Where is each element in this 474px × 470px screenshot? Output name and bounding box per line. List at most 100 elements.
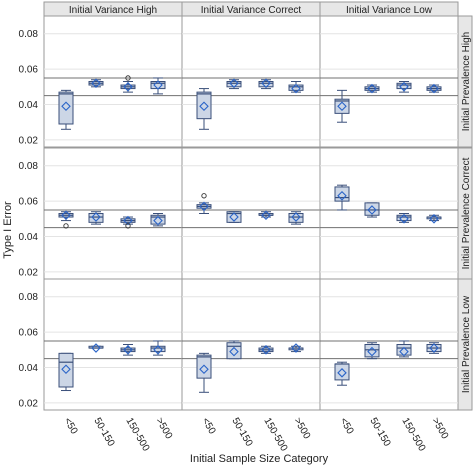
outlier-point [125, 223, 131, 229]
box [226, 211, 242, 223]
y-tick-label: 0.08 [19, 29, 39, 40]
box [58, 352, 74, 388]
x-axis-title: Initial Sample Size Category [190, 453, 329, 465]
mean-marker [337, 101, 347, 112]
mean-marker [153, 80, 163, 90]
facet-panel [181, 15, 321, 148]
mean-marker [367, 83, 377, 94]
panel-frame [181, 278, 321, 411]
box [364, 202, 380, 216]
mean-marker [337, 368, 347, 378]
x-tick-label: >500 [153, 416, 174, 441]
mean-marker [123, 345, 133, 355]
box [288, 84, 304, 91]
x-tick-label: 150-500 [123, 416, 151, 454]
mean-marker [229, 212, 239, 222]
mean-marker [261, 210, 271, 221]
mean-marker [367, 346, 377, 357]
box [258, 81, 274, 88]
mean-marker [123, 82, 133, 92]
x-tick-label: 150-500 [399, 416, 427, 454]
mean-marker [91, 212, 101, 222]
outlier-point [63, 223, 69, 229]
box [396, 214, 412, 222]
y-tick-label: 0.06 [19, 328, 39, 339]
row-strip-label: Initial Prevalence Correct [461, 157, 472, 269]
x-tick-label: 50-150 [367, 416, 392, 449]
box [396, 344, 412, 356]
mean-marker [123, 215, 133, 226]
mean-marker [61, 210, 71, 221]
mean-marker [61, 101, 71, 112]
y-tick-label: 0.08 [19, 161, 39, 172]
box [396, 82, 412, 90]
box [58, 91, 74, 125]
column-strip-label: Initial Variance Correct [201, 5, 302, 16]
box [150, 345, 166, 353]
mean-marker [399, 346, 409, 357]
facet-panel [319, 278, 459, 411]
facet-panel [181, 278, 321, 411]
mean-marker [261, 345, 271, 355]
row-strip-label: Initial Prevalence Low [461, 295, 472, 393]
panel-frame [319, 15, 459, 148]
x-tick-label: >500 [429, 416, 450, 441]
mean-marker [337, 191, 347, 201]
mean-marker [61, 364, 71, 375]
outlier-point [125, 75, 131, 81]
y-tick-label: 0.04 [19, 100, 39, 111]
y-tick-label: 0.02 [19, 267, 39, 278]
y-tick-label: 0.06 [19, 65, 39, 76]
mean-marker [229, 346, 239, 357]
mean-marker [429, 343, 439, 353]
box [196, 354, 212, 379]
facet-panel [43, 15, 183, 148]
row-strip-label: Initial Prevalence High [461, 32, 472, 132]
facet-panel [319, 15, 459, 148]
mean-marker [291, 212, 301, 222]
mean-marker [367, 205, 377, 215]
y-tick-label: 0.02 [19, 398, 39, 409]
x-tick-label: 50-150 [229, 416, 254, 449]
facet-panel [43, 147, 183, 280]
mean-marker [199, 201, 209, 212]
column-strip-label: Initial Variance High [69, 5, 157, 16]
box [150, 81, 166, 90]
box [364, 344, 380, 358]
mean-marker [91, 343, 101, 353]
mean-marker [291, 343, 301, 353]
mean-marker [153, 345, 163, 355]
x-tick-label: 50-150 [91, 416, 116, 449]
facet-panel [319, 147, 459, 280]
box [334, 186, 350, 202]
mean-marker [429, 83, 439, 94]
mean-marker [429, 214, 439, 224]
x-tick-label: 150-500 [261, 416, 289, 454]
y-tick-label: 0.06 [19, 197, 39, 208]
mean-marker [91, 78, 101, 89]
x-tick-label: <50 [61, 416, 79, 437]
box [334, 98, 350, 114]
panel-frame [319, 147, 459, 280]
box [226, 81, 242, 88]
column-strip-label: Initial Variance Low [346, 5, 433, 16]
y-tick-label: 0.04 [19, 363, 39, 374]
x-tick-label: <50 [199, 416, 217, 437]
panel-frame [43, 278, 183, 411]
y-tick-label: 0.04 [19, 232, 39, 243]
mean-marker [199, 101, 209, 112]
y-axis-title: Type I Error [2, 201, 14, 259]
mean-marker [229, 78, 239, 89]
mean-marker [399, 82, 409, 92]
x-tick-label: <50 [337, 416, 355, 437]
mean-marker [291, 83, 301, 94]
x-tick-label: >500 [291, 416, 312, 441]
mean-marker [261, 78, 271, 89]
mean-marker [199, 364, 209, 375]
box [196, 91, 212, 120]
outlier-point [201, 193, 207, 199]
mean-marker [153, 215, 163, 226]
facet-panel [43, 278, 183, 411]
facet-panel [181, 147, 321, 280]
